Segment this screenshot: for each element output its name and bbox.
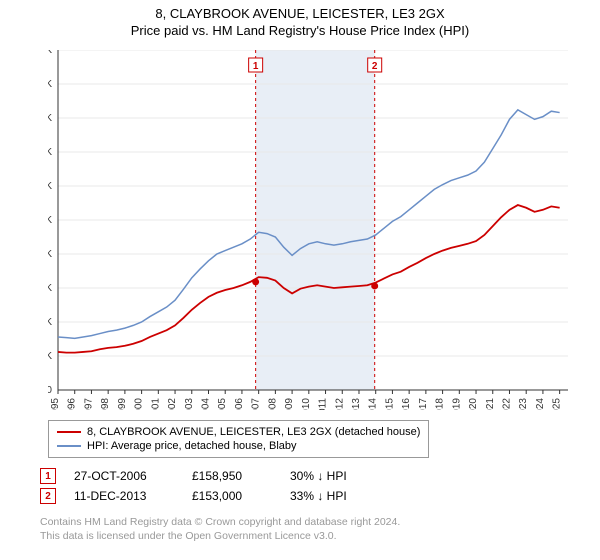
sale-diff: 30% ↓ HPI bbox=[290, 469, 380, 483]
legend-label: 8, CLAYBROOK AVENUE, LEICESTER, LE3 2GX … bbox=[87, 426, 420, 438]
svg-text:2001: 2001 bbox=[150, 398, 161, 410]
sale-row: 1 27-OCT-2006 £158,950 30% ↓ HPI bbox=[40, 468, 380, 484]
svg-text:2013: 2013 bbox=[351, 398, 362, 410]
svg-text:1: 1 bbox=[253, 61, 259, 72]
svg-text:2008: 2008 bbox=[267, 398, 278, 410]
svg-text:1996: 1996 bbox=[67, 398, 78, 410]
chart-title: 8, CLAYBROOK AVENUE, LEICESTER, LE3 2GX bbox=[0, 6, 600, 21]
svg-text:2005: 2005 bbox=[217, 398, 228, 410]
svg-text:2020: 2020 bbox=[468, 398, 479, 410]
svg-text:2004: 2004 bbox=[200, 398, 211, 410]
svg-text:2: 2 bbox=[372, 61, 378, 72]
sale-date: 11-DEC-2013 bbox=[74, 489, 174, 503]
svg-text:1999: 1999 bbox=[117, 398, 128, 410]
svg-text:1997: 1997 bbox=[83, 398, 94, 410]
svg-text:2025: 2025 bbox=[552, 398, 563, 410]
svg-text:2021: 2021 bbox=[485, 398, 496, 410]
legend-item: HPI: Average price, detached house, Blab… bbox=[57, 439, 420, 453]
svg-text:1995: 1995 bbox=[50, 398, 61, 410]
svg-text:2019: 2019 bbox=[451, 398, 462, 410]
legend-item: 8, CLAYBROOK AVENUE, LEICESTER, LE3 2GX … bbox=[57, 425, 420, 439]
credit-line-2: This data is licensed under the Open Gov… bbox=[40, 530, 400, 544]
sale-row: 2 11-DEC-2013 £153,000 33% ↓ HPI bbox=[40, 488, 380, 504]
svg-text:2012: 2012 bbox=[334, 398, 345, 410]
svg-text:£150K: £150K bbox=[48, 283, 52, 294]
svg-text:2014: 2014 bbox=[368, 398, 379, 410]
chart-subtitle: Price paid vs. HM Land Registry's House … bbox=[0, 23, 600, 38]
svg-text:2009: 2009 bbox=[284, 398, 295, 410]
legend-swatch bbox=[57, 445, 81, 447]
svg-text:2015: 2015 bbox=[384, 398, 395, 410]
svg-text:1998: 1998 bbox=[100, 398, 111, 410]
legend-swatch bbox=[57, 431, 81, 433]
svg-text:2024: 2024 bbox=[535, 398, 546, 410]
svg-text:£200K: £200K bbox=[48, 249, 52, 260]
sale-price: £158,950 bbox=[192, 469, 272, 483]
svg-text:2017: 2017 bbox=[418, 398, 429, 410]
sale-price: £153,000 bbox=[192, 489, 272, 503]
svg-text:2016: 2016 bbox=[401, 398, 412, 410]
credit-line-1: Contains HM Land Registry data © Crown c… bbox=[40, 516, 400, 530]
sale-marker: 2 bbox=[40, 488, 56, 504]
svg-text:2018: 2018 bbox=[435, 398, 446, 410]
svg-text:£0: £0 bbox=[48, 385, 52, 396]
price-chart: £0 £50K £100K £150K £200K £250K £300K £350K £400… bbox=[48, 50, 578, 410]
svg-text:2003: 2003 bbox=[184, 398, 195, 410]
legend-box: 8, CLAYBROOK AVENUE, LEICESTER, LE3 2GX … bbox=[48, 420, 429, 458]
svg-text:£300K: £300K bbox=[48, 181, 52, 192]
sale-diff: 33% ↓ HPI bbox=[290, 489, 380, 503]
svg-text:£450K: £450K bbox=[48, 79, 52, 90]
svg-text:£100K: £100K bbox=[48, 317, 52, 328]
svg-text:£50K: £50K bbox=[48, 351, 52, 362]
sale-marker: 1 bbox=[40, 468, 56, 484]
svg-text:2000: 2000 bbox=[134, 398, 145, 410]
svg-text:2010: 2010 bbox=[301, 398, 312, 410]
svg-text:2002: 2002 bbox=[167, 398, 178, 410]
svg-text:2011: 2011 bbox=[318, 398, 329, 410]
svg-text:2006: 2006 bbox=[234, 398, 245, 410]
svg-text:£500K: £500K bbox=[48, 50, 52, 56]
svg-text:2023: 2023 bbox=[518, 398, 529, 410]
sales-table: 1 27-OCT-2006 £158,950 30% ↓ HPI 2 11-DEC-201… bbox=[40, 468, 380, 508]
svg-text:2007: 2007 bbox=[251, 398, 262, 410]
svg-text:£400K: £400K bbox=[48, 113, 52, 124]
credits: Contains HM Land Registry data © Crown c… bbox=[40, 516, 400, 543]
svg-text:£350K: £350K bbox=[48, 147, 52, 158]
svg-text:£250K: £250K bbox=[48, 215, 52, 226]
sale-date: 27-OCT-2006 bbox=[74, 469, 174, 483]
legend-label: HPI: Average price, detached house, Blab… bbox=[87, 440, 297, 452]
svg-text:2022: 2022 bbox=[501, 398, 512, 410]
